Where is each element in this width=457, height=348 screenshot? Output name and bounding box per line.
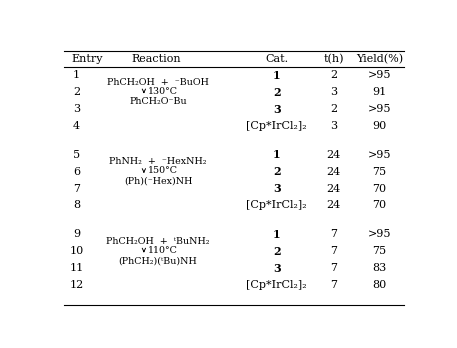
Text: 3: 3 bbox=[330, 87, 337, 97]
Text: 11: 11 bbox=[69, 263, 84, 273]
Text: >95: >95 bbox=[368, 150, 391, 160]
Text: 3: 3 bbox=[330, 121, 337, 131]
Text: 80: 80 bbox=[372, 280, 387, 290]
Text: [Cp*IrCl₂]₂: [Cp*IrCl₂]₂ bbox=[246, 121, 307, 131]
Text: PhNH₂  +  ⁻HexNH₂: PhNH₂ + ⁻HexNH₂ bbox=[109, 157, 207, 166]
Text: 4: 4 bbox=[73, 121, 80, 131]
Text: 7: 7 bbox=[73, 184, 80, 193]
Text: 2: 2 bbox=[273, 246, 281, 257]
Text: Entry: Entry bbox=[71, 54, 103, 64]
Text: 7: 7 bbox=[330, 280, 337, 290]
Text: 70: 70 bbox=[372, 200, 387, 211]
Text: (PhCH₂)(ᵗBu)NH: (PhCH₂)(ᵗBu)NH bbox=[119, 256, 197, 266]
Text: 2: 2 bbox=[330, 104, 337, 114]
Text: 8: 8 bbox=[73, 200, 80, 211]
Text: 130°C: 130°C bbox=[148, 87, 178, 96]
Text: 1: 1 bbox=[73, 70, 80, 80]
Text: 2: 2 bbox=[273, 166, 281, 177]
Text: 75: 75 bbox=[372, 167, 387, 177]
Text: 2: 2 bbox=[73, 87, 80, 97]
Text: 2: 2 bbox=[330, 70, 337, 80]
Text: 70: 70 bbox=[372, 184, 387, 193]
Text: t(h): t(h) bbox=[323, 54, 344, 64]
Text: [Cp*IrCl₂]₂: [Cp*IrCl₂]₂ bbox=[246, 280, 307, 290]
Text: 90: 90 bbox=[372, 121, 387, 131]
Text: 7: 7 bbox=[330, 246, 337, 256]
Text: 10: 10 bbox=[69, 246, 84, 256]
Text: PhCH₂OH  +  ᵗBuNH₂: PhCH₂OH + ᵗBuNH₂ bbox=[106, 237, 210, 246]
Text: 5: 5 bbox=[73, 150, 80, 160]
Text: PhCH₂OH  +  ⁻BuOH: PhCH₂OH + ⁻BuOH bbox=[107, 78, 209, 87]
Text: 1: 1 bbox=[273, 70, 281, 81]
Text: 91: 91 bbox=[372, 87, 387, 97]
Text: 1: 1 bbox=[273, 229, 281, 240]
Text: >95: >95 bbox=[368, 229, 391, 239]
Text: 24: 24 bbox=[326, 167, 340, 177]
Text: Yield(%): Yield(%) bbox=[356, 54, 403, 64]
Text: 3: 3 bbox=[273, 263, 281, 274]
Text: 3: 3 bbox=[273, 103, 281, 114]
Text: 110°C: 110°C bbox=[148, 246, 178, 255]
Text: 7: 7 bbox=[330, 229, 337, 239]
Text: >95: >95 bbox=[368, 70, 391, 80]
Text: PhCH₂O⁻Bu: PhCH₂O⁻Bu bbox=[129, 97, 187, 106]
Text: 3: 3 bbox=[73, 104, 80, 114]
Text: Reaction: Reaction bbox=[132, 54, 181, 64]
Text: 83: 83 bbox=[372, 263, 387, 273]
Text: (Ph)(⁻Hex)NH: (Ph)(⁻Hex)NH bbox=[124, 177, 192, 186]
Text: 75: 75 bbox=[372, 246, 387, 256]
Text: 24: 24 bbox=[326, 200, 340, 211]
Text: 12: 12 bbox=[69, 280, 84, 290]
Text: 6: 6 bbox=[73, 167, 80, 177]
Text: 24: 24 bbox=[326, 184, 340, 193]
Text: 3: 3 bbox=[273, 183, 281, 194]
Text: Cat.: Cat. bbox=[265, 54, 288, 64]
Text: 2: 2 bbox=[273, 87, 281, 98]
Text: 150°C: 150°C bbox=[148, 166, 178, 175]
Text: 7: 7 bbox=[330, 263, 337, 273]
Text: 9: 9 bbox=[73, 229, 80, 239]
Text: [Cp*IrCl₂]₂: [Cp*IrCl₂]₂ bbox=[246, 200, 307, 211]
Text: >95: >95 bbox=[368, 104, 391, 114]
Text: 24: 24 bbox=[326, 150, 340, 160]
Text: 1: 1 bbox=[273, 149, 281, 160]
